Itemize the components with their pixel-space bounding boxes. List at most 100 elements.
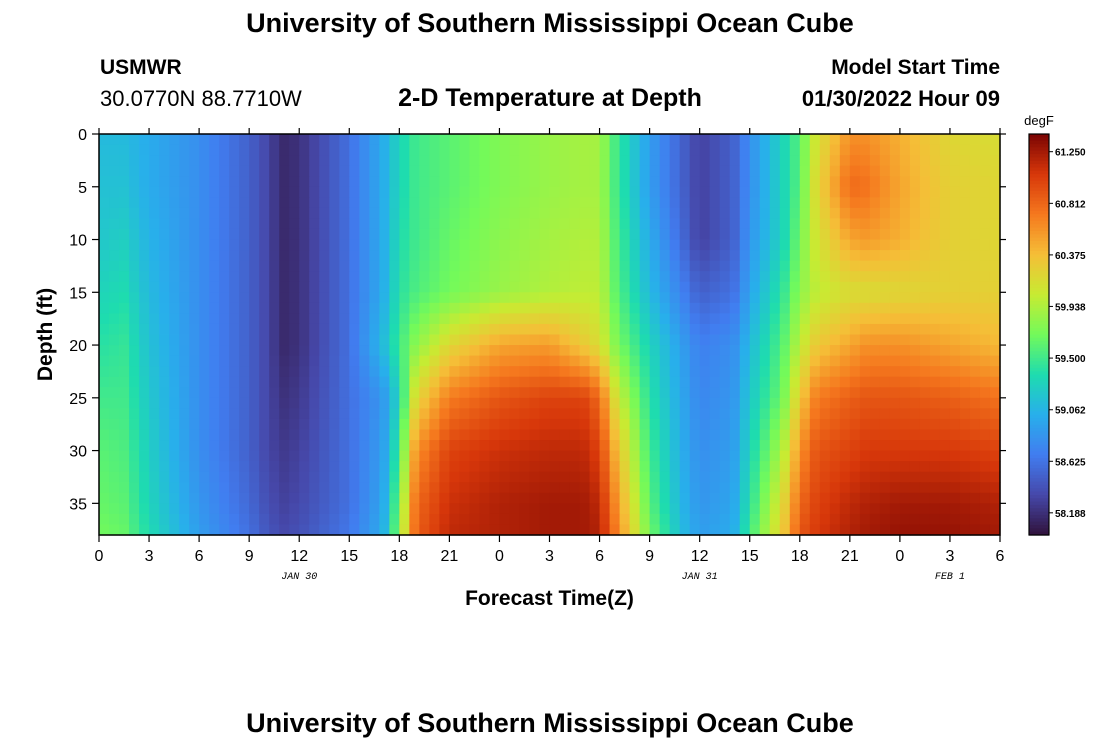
- heatmap-cell: [169, 524, 180, 536]
- heatmap-cell: [699, 513, 711, 526]
- heatmap-cell: [389, 218, 400, 230]
- heatmap-cell: [299, 450, 310, 462]
- heatmap-cell: [889, 440, 901, 452]
- heatmap-cell: [749, 176, 761, 188]
- heatmap-cell: [849, 228, 861, 241]
- heatmap-cell: [189, 334, 200, 346]
- heatmap-cell: [519, 176, 531, 188]
- heatmap-cell: [459, 334, 471, 346]
- heatmap-cell: [419, 345, 430, 357]
- heatmap-cell: [729, 144, 741, 156]
- heatmap-cell: [969, 524, 981, 536]
- heatmap-cell: [919, 461, 931, 473]
- heatmap-cell: [469, 471, 481, 483]
- heatmap-cell: [159, 134, 170, 146]
- heatmap-cell: [799, 281, 811, 293]
- heatmap-cell: [499, 345, 511, 357]
- heatmap-cell: [289, 355, 300, 367]
- heatmap-cell: [459, 218, 471, 230]
- heatmap-cell: [739, 397, 751, 409]
- heatmap-cell: [769, 334, 781, 346]
- heatmap-cell: [719, 366, 731, 378]
- heatmap-cell: [589, 218, 601, 230]
- heatmap-cell: [599, 302, 611, 314]
- heatmap-cell: [339, 429, 350, 441]
- heatmap-cell: [819, 366, 831, 378]
- heatmap-cell: [569, 429, 581, 441]
- heatmap-cell: [419, 176, 430, 188]
- heatmap-cell: [629, 440, 641, 452]
- heatmap-cell: [659, 155, 671, 167]
- heatmap-cell: [139, 334, 150, 346]
- heatmap-cell: [519, 165, 531, 177]
- heatmap-cell: [339, 524, 350, 536]
- heatmap-cell: [589, 292, 601, 304]
- heatmap-cell: [809, 313, 821, 325]
- heatmap-cell: [969, 250, 981, 262]
- heatmap-cell: [469, 271, 481, 283]
- heatmap-cell: [719, 376, 731, 388]
- heatmap-cell: [249, 144, 260, 156]
- heatmap-cell: [829, 302, 841, 314]
- heatmap-cell: [679, 144, 691, 156]
- heatmap-cell: [579, 345, 591, 357]
- heatmap-cell: [749, 334, 761, 346]
- heatmap-cell: [429, 492, 440, 504]
- heatmap-cell: [609, 165, 621, 177]
- heatmap-cell: [709, 228, 721, 241]
- heatmap-cell: [219, 260, 230, 272]
- heatmap-cell: [329, 418, 340, 431]
- heatmap-cell: [469, 408, 481, 420]
- heatmap-cell: [619, 482, 631, 494]
- heatmap-cell: [279, 408, 290, 420]
- heatmap-cell: [139, 440, 150, 452]
- heatmap-cell: [109, 503, 120, 515]
- heatmap-cell: [359, 155, 370, 167]
- heatmap-cell: [719, 355, 731, 367]
- heatmap-cell: [769, 366, 781, 378]
- heatmap-cell: [729, 345, 741, 357]
- heatmap-cell: [859, 524, 871, 536]
- heatmap-cell: [99, 387, 110, 399]
- heatmap-cell: [689, 503, 701, 515]
- heatmap-cell: [479, 313, 491, 325]
- heatmap-cell: [219, 408, 230, 420]
- heatmap-cell: [249, 397, 260, 409]
- heatmap-cell: [959, 482, 971, 494]
- heatmap-cell: [609, 292, 621, 304]
- heatmap-cell: [249, 250, 260, 262]
- heatmap-cell: [399, 186, 410, 198]
- heatmap-cell: [99, 292, 110, 304]
- heatmap-cell: [789, 334, 801, 346]
- colorbar-swatch: [1029, 137, 1049, 142]
- heatmap-cell: [289, 429, 300, 441]
- heatmap-cell: [279, 155, 290, 167]
- heatmap-cell: [199, 513, 210, 526]
- heatmap-cell: [689, 165, 701, 177]
- heatmap-cell: [459, 197, 471, 209]
- heatmap-cell: [779, 250, 791, 262]
- heatmap-cell: [849, 144, 861, 156]
- heatmap-cell: [239, 366, 250, 378]
- heatmap-cell: [949, 524, 961, 536]
- heatmap-cell: [569, 366, 581, 378]
- heatmap-cell: [869, 397, 881, 409]
- heatmap-cell: [189, 366, 200, 378]
- heatmap-cell: [709, 197, 721, 209]
- heatmap-cell: [579, 260, 591, 272]
- colorbar-tick-label: 59.938: [1055, 302, 1086, 313]
- heatmap-cell: [139, 492, 150, 504]
- heatmap-cell: [349, 334, 360, 346]
- heatmap-cell: [609, 207, 621, 220]
- heatmap-cell: [449, 492, 460, 504]
- x-tick-label: 6: [595, 548, 604, 565]
- heatmap-cell: [259, 397, 270, 409]
- heatmap-cell: [429, 408, 440, 420]
- heatmap-cell: [449, 397, 460, 409]
- heatmap-cell: [329, 376, 340, 388]
- heatmap-cell: [399, 461, 410, 473]
- heatmap-cell: [729, 228, 741, 241]
- heatmap-cell: [749, 197, 761, 209]
- colorbar-swatch: [1029, 244, 1049, 249]
- heatmap-cell: [969, 366, 981, 378]
